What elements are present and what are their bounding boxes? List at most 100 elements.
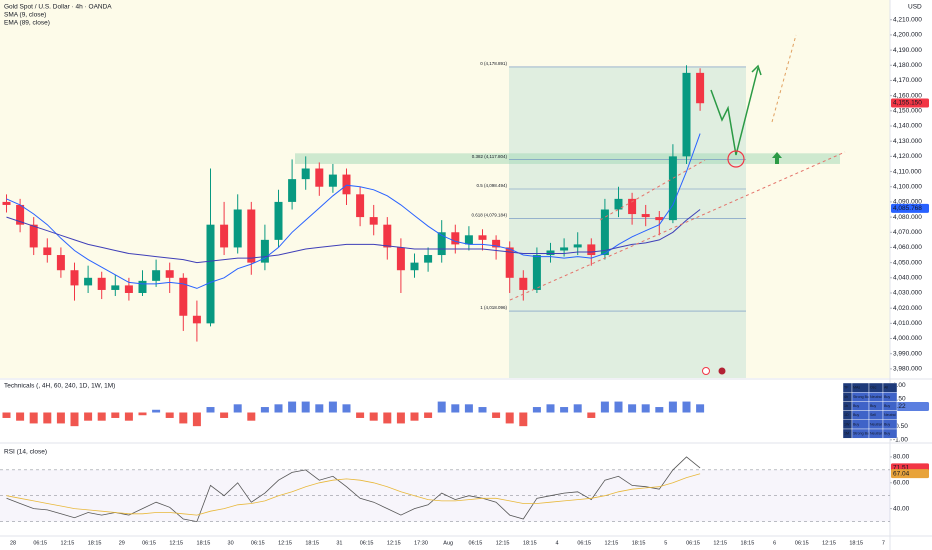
table-text: Buy xyxy=(884,432,890,436)
tech-bar xyxy=(247,412,256,421)
candle-body xyxy=(587,244,596,256)
tech-bar xyxy=(165,412,174,418)
x-tick-label: 12:15 xyxy=(61,540,75,546)
candle-body xyxy=(124,285,133,293)
price-tag xyxy=(891,98,929,108)
tech-title: Technicals (, 4H, 60, 240, 1D, 1W, 1M) xyxy=(4,383,115,390)
y-tick-label: 4,020.000 xyxy=(893,305,922,312)
x-tick-label: 06:15 xyxy=(142,540,156,546)
ma-line xyxy=(6,133,701,289)
tech-bar xyxy=(396,412,405,424)
y-tick-label: 4,190.000 xyxy=(893,47,922,54)
candle-body xyxy=(437,232,446,256)
candle-body xyxy=(505,247,514,278)
tech-bar xyxy=(70,412,79,427)
x-tick-label: 18:15 xyxy=(741,540,755,546)
tech-bar xyxy=(111,412,120,418)
table-text: 4h xyxy=(844,395,848,399)
y-tick-label: -0.50 xyxy=(893,423,908,430)
candle-body xyxy=(247,209,256,263)
y-tick-label: -1.00 xyxy=(893,437,908,444)
tech-bar xyxy=(437,401,446,413)
candle-body xyxy=(383,224,392,248)
tech-bar xyxy=(532,407,541,413)
y-tick-label: 3,980.000 xyxy=(893,366,922,373)
candle-body xyxy=(220,224,229,248)
x-tick-label: 12:15 xyxy=(496,540,510,546)
tech-bar xyxy=(152,409,161,413)
price-tag xyxy=(891,203,929,213)
y-tick-label: 4,050.000 xyxy=(893,259,922,266)
x-tick-label: Aug xyxy=(443,540,453,546)
tech-bar xyxy=(519,412,528,427)
candle-body xyxy=(274,201,283,240)
candle-body xyxy=(560,247,569,251)
table-text: Strong Buy xyxy=(853,432,871,436)
table-text: Strong Buy xyxy=(853,395,871,399)
table-text: Buy xyxy=(884,395,890,399)
candle-body xyxy=(233,209,242,248)
candle-body xyxy=(668,156,677,221)
y-tick-label: 4,060.000 xyxy=(893,244,922,251)
candle-body xyxy=(97,277,106,290)
tech-bar xyxy=(192,412,201,427)
x-tick-label: 06:15 xyxy=(686,540,700,546)
table-text: Neutral xyxy=(870,432,882,436)
table-text: TF xyxy=(844,386,849,390)
candle-body xyxy=(206,224,215,324)
candle-body xyxy=(179,277,188,316)
tech-bar xyxy=(43,412,52,424)
x-tick-label: 06:15 xyxy=(33,540,47,546)
y-tick-label: 4,100.000 xyxy=(893,183,922,190)
table-text: 1h xyxy=(844,404,848,408)
candle-body xyxy=(628,198,637,215)
candle-body xyxy=(546,250,555,256)
tech-bar xyxy=(342,404,351,413)
price-tag-label: 4,155.150 xyxy=(893,100,922,107)
x-tick-label: 5 xyxy=(664,540,667,546)
tech-bar xyxy=(260,407,269,413)
tech-bar xyxy=(56,412,65,424)
tech-bar xyxy=(560,407,569,413)
table-text: Neutral xyxy=(884,413,896,417)
fib-label: 1 (4,018.096) xyxy=(480,305,507,310)
candle-body xyxy=(315,168,324,187)
tech-bar xyxy=(451,404,460,413)
y-tick-label: 3,990.000 xyxy=(893,350,922,357)
y-tick-label: 4,170.000 xyxy=(893,77,922,84)
tech-bar xyxy=(587,412,596,418)
rsi-line xyxy=(6,456,701,523)
candle-body xyxy=(288,179,297,202)
y-tick-label: 1.00 xyxy=(893,382,906,389)
tech-bar xyxy=(641,404,650,413)
tech-bar xyxy=(124,412,133,421)
candle-body xyxy=(464,235,473,245)
y-tick-label: 4,030.000 xyxy=(893,290,922,297)
table-text: 1M xyxy=(844,432,849,436)
tech-bar xyxy=(628,404,637,413)
candle-body xyxy=(655,217,664,221)
tech-bar xyxy=(492,412,501,418)
support-zone xyxy=(295,153,840,164)
tech-bar xyxy=(29,412,38,424)
table-text: All xyxy=(884,386,888,390)
y-tick-label: 4,150.000 xyxy=(893,108,922,115)
tech-bar xyxy=(410,412,419,421)
annotations xyxy=(509,34,846,375)
y-tick-label: 4,080.000 xyxy=(893,214,922,221)
tech-bar xyxy=(383,412,392,424)
rsi-ma-line xyxy=(6,473,701,516)
fib-region xyxy=(509,66,746,379)
x-tick-label: 12:15 xyxy=(605,540,619,546)
x-tick-label: 30 xyxy=(228,540,234,546)
tech-bar xyxy=(220,412,229,418)
y-tick-label: 4,130.000 xyxy=(893,138,922,145)
table-text: Neutral xyxy=(870,422,882,426)
y-tick-label: 60.00 xyxy=(893,479,910,486)
x-tick-label: 06:15 xyxy=(577,540,591,546)
tech-bar xyxy=(315,404,324,413)
tech-bar xyxy=(2,412,11,418)
table-text: MAs xyxy=(853,386,860,390)
up-arrow xyxy=(772,152,782,164)
